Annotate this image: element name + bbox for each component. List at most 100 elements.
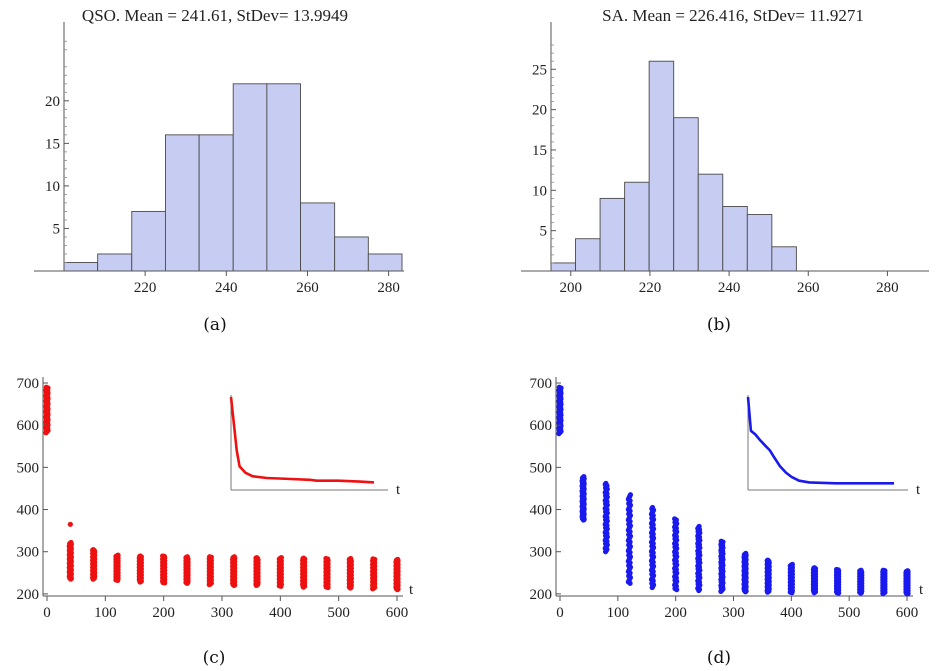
chart-d-x-tick-label: 500: [838, 605, 861, 621]
chart-a-bar: [367, 253, 403, 272]
chart-d-point: [905, 568, 911, 574]
chart-a-plot: 220 240 260 280 5 10 15 20: [34, 22, 404, 296]
chart-c-x-tick-label: 0: [43, 605, 51, 621]
chart-d-point: [672, 516, 678, 522]
chart-b-bar: [624, 181, 650, 272]
chart-b-x-tick-label: 220: [639, 280, 662, 296]
chart-c: 0 100 200 300 400 500 600200300400500600700tt …: [17, 376, 415, 668]
chart-b-y-tick-label: 25: [532, 62, 547, 78]
chart-c-y-tick-label: 700: [17, 376, 40, 392]
chart-c-point: [231, 554, 237, 560]
chart-a-bar: [266, 83, 302, 272]
chart-d-y-tick-label: 700: [530, 376, 553, 392]
chart-d-point: [581, 474, 587, 480]
chart-c-point: [115, 552, 121, 558]
chart-c-point: [395, 556, 401, 562]
panel-label-a: (a): [203, 315, 226, 335]
chart-a-bar: [300, 202, 336, 272]
chart-b-bar: [722, 205, 748, 272]
chart-d-x-tick-label: 0: [556, 605, 564, 621]
chart-d-point: [718, 538, 724, 544]
panel-label-d: (d): [707, 648, 731, 668]
chart-c-point: [254, 555, 260, 561]
chart-d-x-tick-label: 400: [780, 605, 803, 621]
chart-d-y-tick-label: 200: [530, 587, 553, 603]
chart-d-x-axis-label: t: [919, 582, 924, 598]
chart-b-y-tick-label: 5: [540, 224, 548, 240]
chart-a-bar: [131, 210, 166, 272]
chart-c-point: [160, 553, 166, 559]
chart-a-x-tick-label: 260: [296, 280, 319, 296]
chart-c-x-tick-label: 400: [269, 605, 292, 621]
chart-c-point: [68, 539, 74, 546]
chart-c-point: [323, 555, 329, 562]
chart-d-point: [833, 566, 840, 573]
chart-d-point: [556, 384, 562, 390]
chart-a: QSO. Mean = 241.61, StDev= 13.9949 220 24…: [34, 6, 404, 335]
chart-c-plot: 0 100 200 300 400 500 600 200 300 400 500 600 700 t t: [17, 376, 415, 621]
chart-c-point: [67, 521, 73, 527]
chart-c-y-tick-label: 500: [17, 460, 40, 476]
chart-d: 0 100 200 300 400 500 600200300400500600700tt …: [530, 376, 925, 668]
chart-c-x-tick-label: 200: [152, 605, 175, 621]
chart-b-bar: [771, 246, 797, 272]
chart-c-y-tick-label: 200: [17, 587, 40, 603]
chart-d-x-tick-label: 200: [664, 605, 687, 621]
chart-b-x-tick-label: 200: [560, 280, 583, 296]
chart-c-point: [137, 553, 143, 559]
chart-b-y-tick-label: 20: [532, 103, 547, 119]
chart-d-y-tick-label: 400: [530, 503, 553, 519]
chart-a-y-tick-label: 20: [45, 94, 60, 110]
chart-a-y-tick-label: 5: [53, 221, 61, 237]
chart-c-y-tick-label: 400: [17, 503, 40, 519]
chart-c-y-tick-label: 600: [17, 418, 40, 434]
chart-c-point: [90, 547, 96, 553]
chart-b-x-tick-label: 240: [718, 280, 741, 296]
chart-d-point: [880, 567, 886, 573]
chart-b-bar: [599, 197, 626, 272]
chart-d-point: [649, 504, 656, 511]
chart-c-y-tick-label: 300: [17, 545, 40, 561]
chart-b-x-tick-label: 280: [876, 280, 899, 296]
chart-c-x-tick-label: 300: [211, 605, 234, 621]
chart-b-bar: [648, 60, 675, 272]
chart-d-y-tick-label: 500: [530, 460, 553, 476]
chart-a-y-tick-label: 10: [45, 179, 60, 195]
chart-b-x-tick-label: 260: [797, 280, 820, 296]
chart-b-title: SA. Mean = 226.416, StDev= 11.9271: [602, 6, 864, 25]
chart-a-bar: [164, 134, 200, 272]
chart-d-inset-x-axis-label: t: [916, 482, 921, 498]
chart-d-point: [858, 567, 864, 573]
chart-d-point: [743, 550, 749, 557]
chart-b-bar: [673, 117, 699, 272]
chart-d-x-tick-label: 300: [722, 605, 745, 621]
chart-d-inset-curve: [746, 396, 894, 485]
chart-c-point: [370, 556, 376, 562]
chart-b-y-tick-label: 15: [532, 143, 547, 159]
chart-c-inset: t: [229, 395, 401, 498]
chart-d-point: [696, 523, 702, 530]
chart-d-y-tick-label: 300: [530, 545, 553, 561]
chart-c-point: [301, 555, 307, 561]
panel-label-c: (c): [203, 648, 226, 668]
chart-b-bar: [697, 173, 724, 272]
chart-a-bar: [63, 262, 99, 272]
chart-b-plot: 200 220 240 260 280 5 10 15 20 25: [521, 22, 929, 296]
chart-c-point: [43, 384, 49, 390]
chart-d-plot: 0 100 200 300 400 500 600 200 300 400 500 600 700 t t: [530, 376, 925, 621]
chart-a-x-tick-label: 240: [215, 280, 238, 296]
chart-a-y-tick-label: 15: [45, 136, 60, 152]
chart-a-bar: [334, 236, 369, 272]
panel-label-b: (b): [707, 315, 731, 335]
chart-c-point: [207, 554, 213, 560]
chart-a-x-tick-label: 220: [134, 280, 157, 296]
chart-a-title: QSO. Mean = 241.61, StDev= 13.9949: [82, 6, 348, 25]
chart-d-point: [811, 565, 818, 571]
chart-a-bar: [198, 134, 234, 272]
chart-c-inset-x-axis-label: t: [396, 482, 401, 498]
chart-c-point: [278, 555, 284, 561]
chart-d-inset: t: [746, 395, 921, 498]
chart-b-bar: [575, 238, 601, 272]
chart-c-inset-curve: [229, 396, 375, 484]
